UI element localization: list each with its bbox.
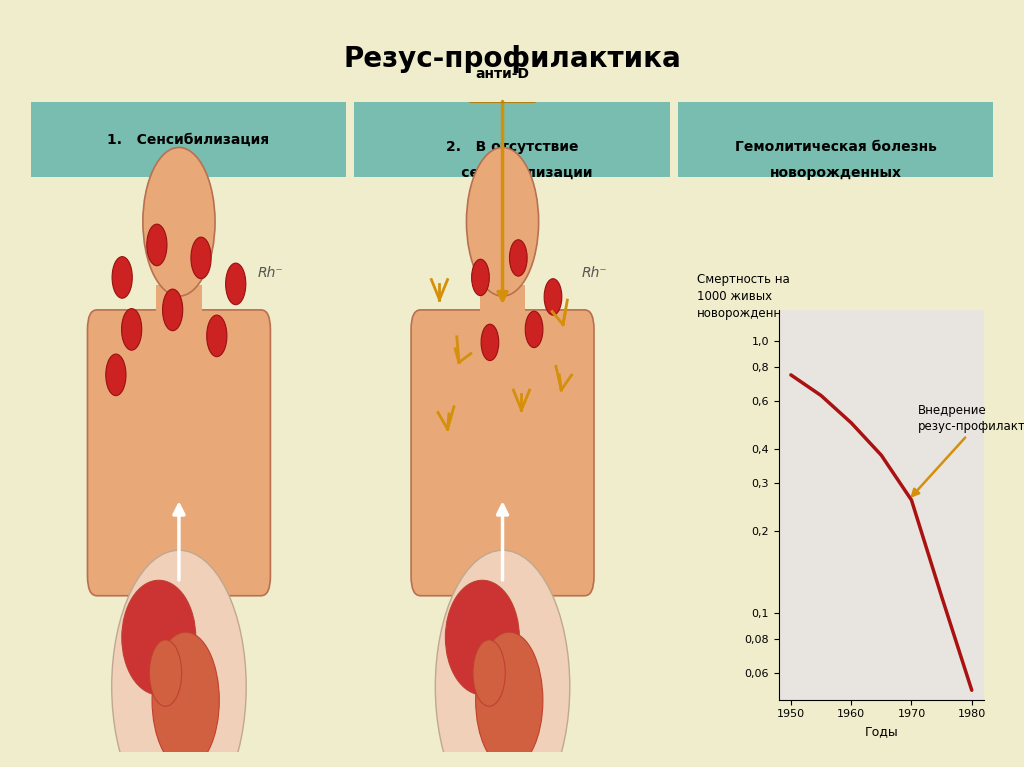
Ellipse shape xyxy=(112,550,246,767)
Bar xyxy=(31,102,346,176)
Text: Внедрение
резус-профилактики: Внедрение резус-профилактики xyxy=(912,403,1024,496)
Bar xyxy=(678,102,993,176)
Text: Rh⁻: Rh⁻ xyxy=(582,266,607,281)
Bar xyxy=(156,285,202,336)
Ellipse shape xyxy=(475,632,543,767)
Circle shape xyxy=(225,263,246,304)
Circle shape xyxy=(525,311,543,347)
Ellipse shape xyxy=(435,550,569,767)
Text: 1.   Сенсибилизация: 1. Сенсибилизация xyxy=(108,133,269,146)
Circle shape xyxy=(143,147,215,296)
Bar xyxy=(479,285,525,336)
Text: анти-D: анти-D xyxy=(475,67,529,81)
Ellipse shape xyxy=(445,581,519,695)
Circle shape xyxy=(150,640,181,706)
Text: Rh⁻: Rh⁻ xyxy=(258,266,284,281)
Bar xyxy=(479,288,525,333)
Circle shape xyxy=(510,240,527,276)
Circle shape xyxy=(544,278,562,315)
Text: 2.   В отсутствие: 2. В отсутствие xyxy=(445,140,579,154)
Circle shape xyxy=(473,640,505,706)
Ellipse shape xyxy=(122,581,196,695)
Bar xyxy=(156,288,202,333)
Circle shape xyxy=(163,289,182,331)
Circle shape xyxy=(112,257,132,298)
Circle shape xyxy=(146,224,167,265)
Text: сенсибилизации: сенсибилизации xyxy=(432,166,592,180)
Circle shape xyxy=(190,237,211,278)
Text: Смертность на
1000 живых
новорожденных: Смертность на 1000 живых новорожденных xyxy=(696,273,799,321)
Circle shape xyxy=(122,308,141,351)
Ellipse shape xyxy=(152,632,219,767)
FancyBboxPatch shape xyxy=(87,310,270,596)
FancyBboxPatch shape xyxy=(411,310,594,596)
Bar xyxy=(354,102,670,176)
FancyBboxPatch shape xyxy=(468,47,538,102)
Circle shape xyxy=(472,259,489,295)
Text: Резус-профилактика: Резус-профилактика xyxy=(343,45,681,74)
X-axis label: Годы: Годы xyxy=(864,725,898,738)
Circle shape xyxy=(207,315,227,357)
Text: новорожденных: новорожденных xyxy=(770,166,901,180)
Circle shape xyxy=(467,147,539,296)
Circle shape xyxy=(481,324,499,360)
Text: Гемолитическая болезнь: Гемолитическая болезнь xyxy=(734,140,937,154)
Circle shape xyxy=(105,354,126,396)
